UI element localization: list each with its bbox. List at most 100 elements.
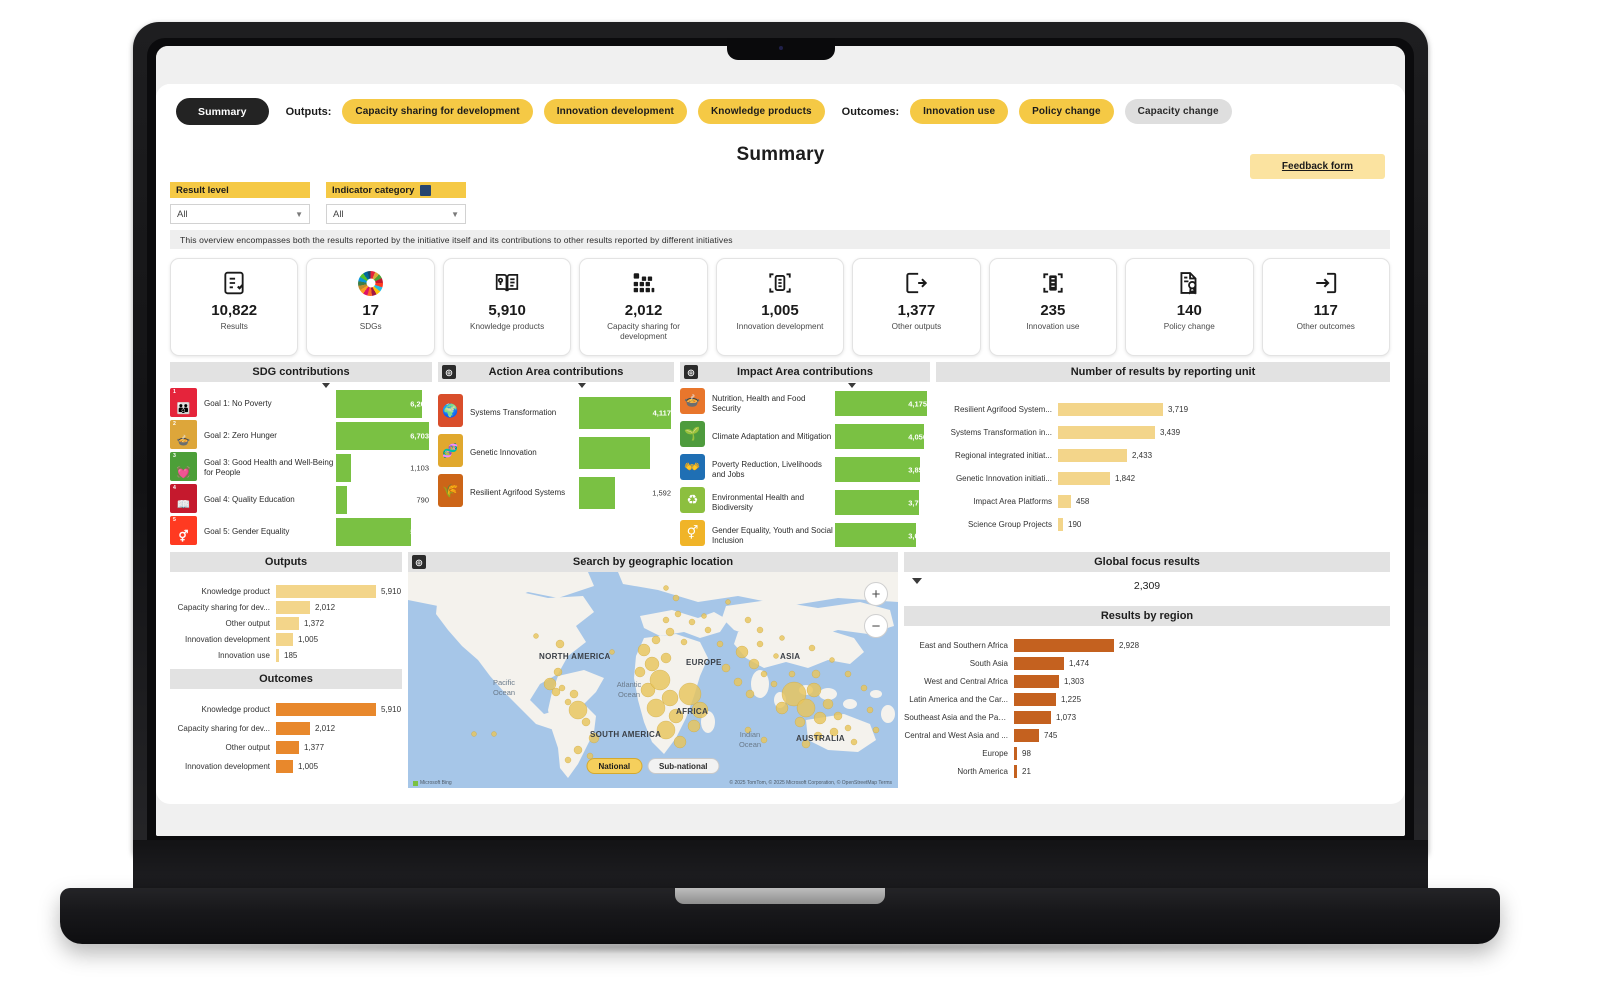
kpi-card-results[interactable]: 10,822 Results <box>170 258 299 356</box>
kpi-card-other-outcomes[interactable]: 117 Other outcomes <box>1261 258 1390 356</box>
results-by-region-row[interactable]: Europe 98 <box>904 744 1390 762</box>
result-level-dropdown[interactable]: All ▼ <box>170 204 310 224</box>
caret-down-icon[interactable] <box>912 578 922 584</box>
impact-area-contributions-row[interactable]: ⚥ Gender Equality, Youth and Social Inclu… <box>680 520 930 547</box>
panel-sdg-title: SDG contributions <box>252 366 350 378</box>
map-toggle-sub-national[interactable]: Sub-national <box>647 758 720 774</box>
map-label-indian-ocean: Indian Ocean <box>738 730 762 749</box>
impact-area-contributions-row[interactable]: 🍲 Nutrition, Health and Food Security 4,17… <box>680 388 930 419</box>
outputs-row[interactable]: Knowledge product 5,910 <box>170 583 402 599</box>
results-by-region-bar <box>1014 746 1017 760</box>
panel-impact-area-body: 🍲 Nutrition, Health and Food Security 4,17… <box>680 382 930 547</box>
results-by-region-row[interactable]: West and Central Africa 1,303 <box>904 672 1390 690</box>
panel-reporting-unit-body: Resilient Agrifood System... 3,719 Systems… <box>936 382 1390 547</box>
action-area-contributions-row[interactable]: 🌾 Resilient Agrifood Systems 1,592 <box>438 474 674 512</box>
panel-map: ◎ Search by geographic location <box>408 552 898 790</box>
number-of-results-by-reporting-unit-bar <box>1058 472 1110 485</box>
tab-summary[interactable]: Summary <box>176 98 269 125</box>
sdg-bar-value: 6,204 <box>410 399 429 408</box>
tab-knowledge-products[interactable]: Knowledge products <box>697 99 825 124</box>
number-of-results-by-reporting-unit-bar-value: 3,719 <box>1168 405 1189 414</box>
impact-area-contributions-row[interactable]: 🌱 Climate Adaptation and Mitigation 4,056 <box>680 421 930 452</box>
outputs-row[interactable]: Other output 1,372 <box>170 615 402 631</box>
tab-capacity-sharing-for-development[interactable]: Capacity sharing for development <box>342 99 533 124</box>
map-toggle-national[interactable]: National <box>586 758 643 774</box>
caret-down-icon[interactable] <box>578 383 586 388</box>
caret-down-icon[interactable] <box>848 383 856 388</box>
tab-innovation-use[interactable]: Innovation use <box>910 99 1009 124</box>
kpi-card-innovation-development[interactable]: 1,005 Innovation development <box>715 258 845 356</box>
indicator-category-dropdown[interactable]: All ▼ <box>326 204 466 224</box>
impact-area-contributions-row[interactable]: ♻ Environmental Health and Biodiversity 3,… <box>680 487 930 518</box>
panel-outcomes-title: Outcomes <box>259 673 313 685</box>
outputs-row[interactable]: Capacity sharing for dev... 2,012 <box>170 599 402 615</box>
kpi-value: 1,005 <box>761 302 799 319</box>
sdg-row[interactable]: 4 📖 Goal 4: Quality Education 790 <box>170 484 432 515</box>
sdg-row[interactable]: 2 🍲 Goal 2: Zero Hunger 6,703 <box>170 420 432 451</box>
results-by-region-row[interactable]: Southeast Asia and the Pac... 1,073 <box>904 708 1390 726</box>
kpi-card-policy-change[interactable]: 140 Policy change <box>1125 258 1254 356</box>
results-by-region-row[interactable]: East and Southern Africa 2,928 <box>904 636 1390 654</box>
action-area-bar-list: 🌍 Systems Transformation 4,117 🧬 Genetic Inn… <box>438 388 674 512</box>
indicator-category-value: All <box>333 208 344 220</box>
action-area-contributions-bar-cell: 1,592 <box>579 474 674 512</box>
action-area-contributions-row[interactable]: 🌍 Systems Transformation 4,117 <box>438 394 674 432</box>
outputs-bar <box>276 584 376 598</box>
number-of-results-by-reporting-unit-row[interactable]: Science Group Projects 190 <box>936 513 1390 536</box>
results-by-region-label: Europe <box>982 748 1008 758</box>
outputs-bar-cell: 2,012 <box>276 600 402 614</box>
results-by-region-bar-cell: 1,303 <box>1014 674 1390 688</box>
number-of-results-by-reporting-unit-row[interactable]: Systems Transformation in... 3,439 <box>936 421 1390 444</box>
sdg-goal-glyph: 📖 <box>176 499 191 511</box>
kpi-card-capacity-sharing-for-development[interactable]: 2,012 Capacity sharing for development <box>579 258 708 356</box>
tab-policy-change[interactable]: Policy change <box>1019 99 1114 124</box>
tab-capacity-change[interactable]: Capacity change <box>1124 99 1232 124</box>
lower-row: Outputs Knowledge product 5,910 Capacity s… <box>170 552 1390 791</box>
sdg-row[interactable]: 3 💓 Goal 3: Good Health and Well-Being for… <box>170 452 432 483</box>
kpi-card-knowledge-products[interactable]: 5,910 Knowledge products <box>442 258 572 356</box>
impact-area-contributions-row[interactable]: 👐 Poverty Reduction, Livelihoods and Jobs… <box>680 454 930 485</box>
outputs-bar <box>276 632 293 646</box>
outputs-row[interactable]: Innovation development 1,005 <box>170 631 402 647</box>
number-of-results-by-reporting-unit-bar-value: 3,439 <box>1160 428 1181 437</box>
outcomes-row[interactable]: Other output 1,377 <box>170 738 402 757</box>
outcomes-row[interactable]: Innovation development 1,005 <box>170 757 402 776</box>
map-label-north-america: NORTH AMERICA <box>539 652 611 661</box>
results-by-region-row[interactable]: North America 21 <box>904 762 1390 780</box>
number-of-results-by-reporting-unit-row[interactable]: Regional integrated initiat... 2,433 <box>936 444 1390 467</box>
number-of-results-by-reporting-unit-bar <box>1058 495 1071 508</box>
map-zoom-in-button[interactable]: + <box>864 582 888 606</box>
slicer-result-level-label: Result level <box>176 184 229 196</box>
number-of-results-by-reporting-unit-row[interactable]: Genetic Innovation initiati... 1,842 <box>936 467 1390 490</box>
outcomes-row[interactable]: Knowledge product 5,910 <box>170 700 402 719</box>
focus-mode-icon[interactable]: ◎ <box>442 365 456 379</box>
focus-mode-icon[interactable]: ◎ <box>684 365 698 379</box>
feedback-form-link[interactable]: Feedback form <box>1250 154 1385 179</box>
tab-innovation-development[interactable]: Innovation development <box>543 99 687 124</box>
results-by-region-row[interactable]: South Asia 1,474 <box>904 654 1390 672</box>
panel-sdg-header: SDG contributions <box>170 362 432 382</box>
sdg-row[interactable]: 1 👪 Goal 1: No Poverty 6,204 <box>170 388 432 419</box>
results-by-region-bar <box>1014 710 1051 724</box>
world-map[interactable]: NORTH AMERICA EUROPE ASIA SOUTH AMERICA … <box>408 572 898 788</box>
caret-down-icon[interactable] <box>322 383 330 388</box>
climate-adaptation-and-mitigation-icon: 🌱 <box>680 421 705 447</box>
results-by-region-row[interactable]: Central and West Asia and ... 745 <box>904 726 1390 744</box>
kpi-card-other-outputs[interactable]: 1,377 Other outputs <box>852 258 981 356</box>
outcomes-bar-value: 5,910 <box>381 705 402 714</box>
results-by-region-bar-cell: 1,474 <box>1014 656 1390 670</box>
sdg-row[interactable]: 5 ⚥ Goal 5: Gender Equality 5,435 <box>170 516 432 547</box>
focus-mode-icon[interactable]: ◎ <box>412 555 426 569</box>
outcomes-row[interactable]: Capacity sharing for dev... 2,012 <box>170 719 402 738</box>
map-label-pacific-ocean: Pacific Ocean <box>492 678 516 697</box>
sdg-bar <box>336 421 429 450</box>
outputs-row[interactable]: Innovation use 185 <box>170 647 402 663</box>
map-zoom-out-button[interactable]: − <box>864 614 888 638</box>
number-of-results-by-reporting-unit-row[interactable]: Impact Area Platforms 458 <box>936 490 1390 513</box>
kpi-card-sdgs[interactable]: 17 SDGs <box>306 258 435 356</box>
results-by-region-row[interactable]: Latin America and the Car... 1,225 <box>904 690 1390 708</box>
number-of-results-by-reporting-unit-row[interactable]: Resilient Agrifood System... 3,719 <box>936 398 1390 421</box>
kpi-card-innovation-use[interactable]: 235 Innovation use <box>988 258 1118 356</box>
checklist-icon <box>221 268 247 298</box>
action-area-contributions-row[interactable]: 🧬 Genetic Innovation 3,186 <box>438 434 674 472</box>
